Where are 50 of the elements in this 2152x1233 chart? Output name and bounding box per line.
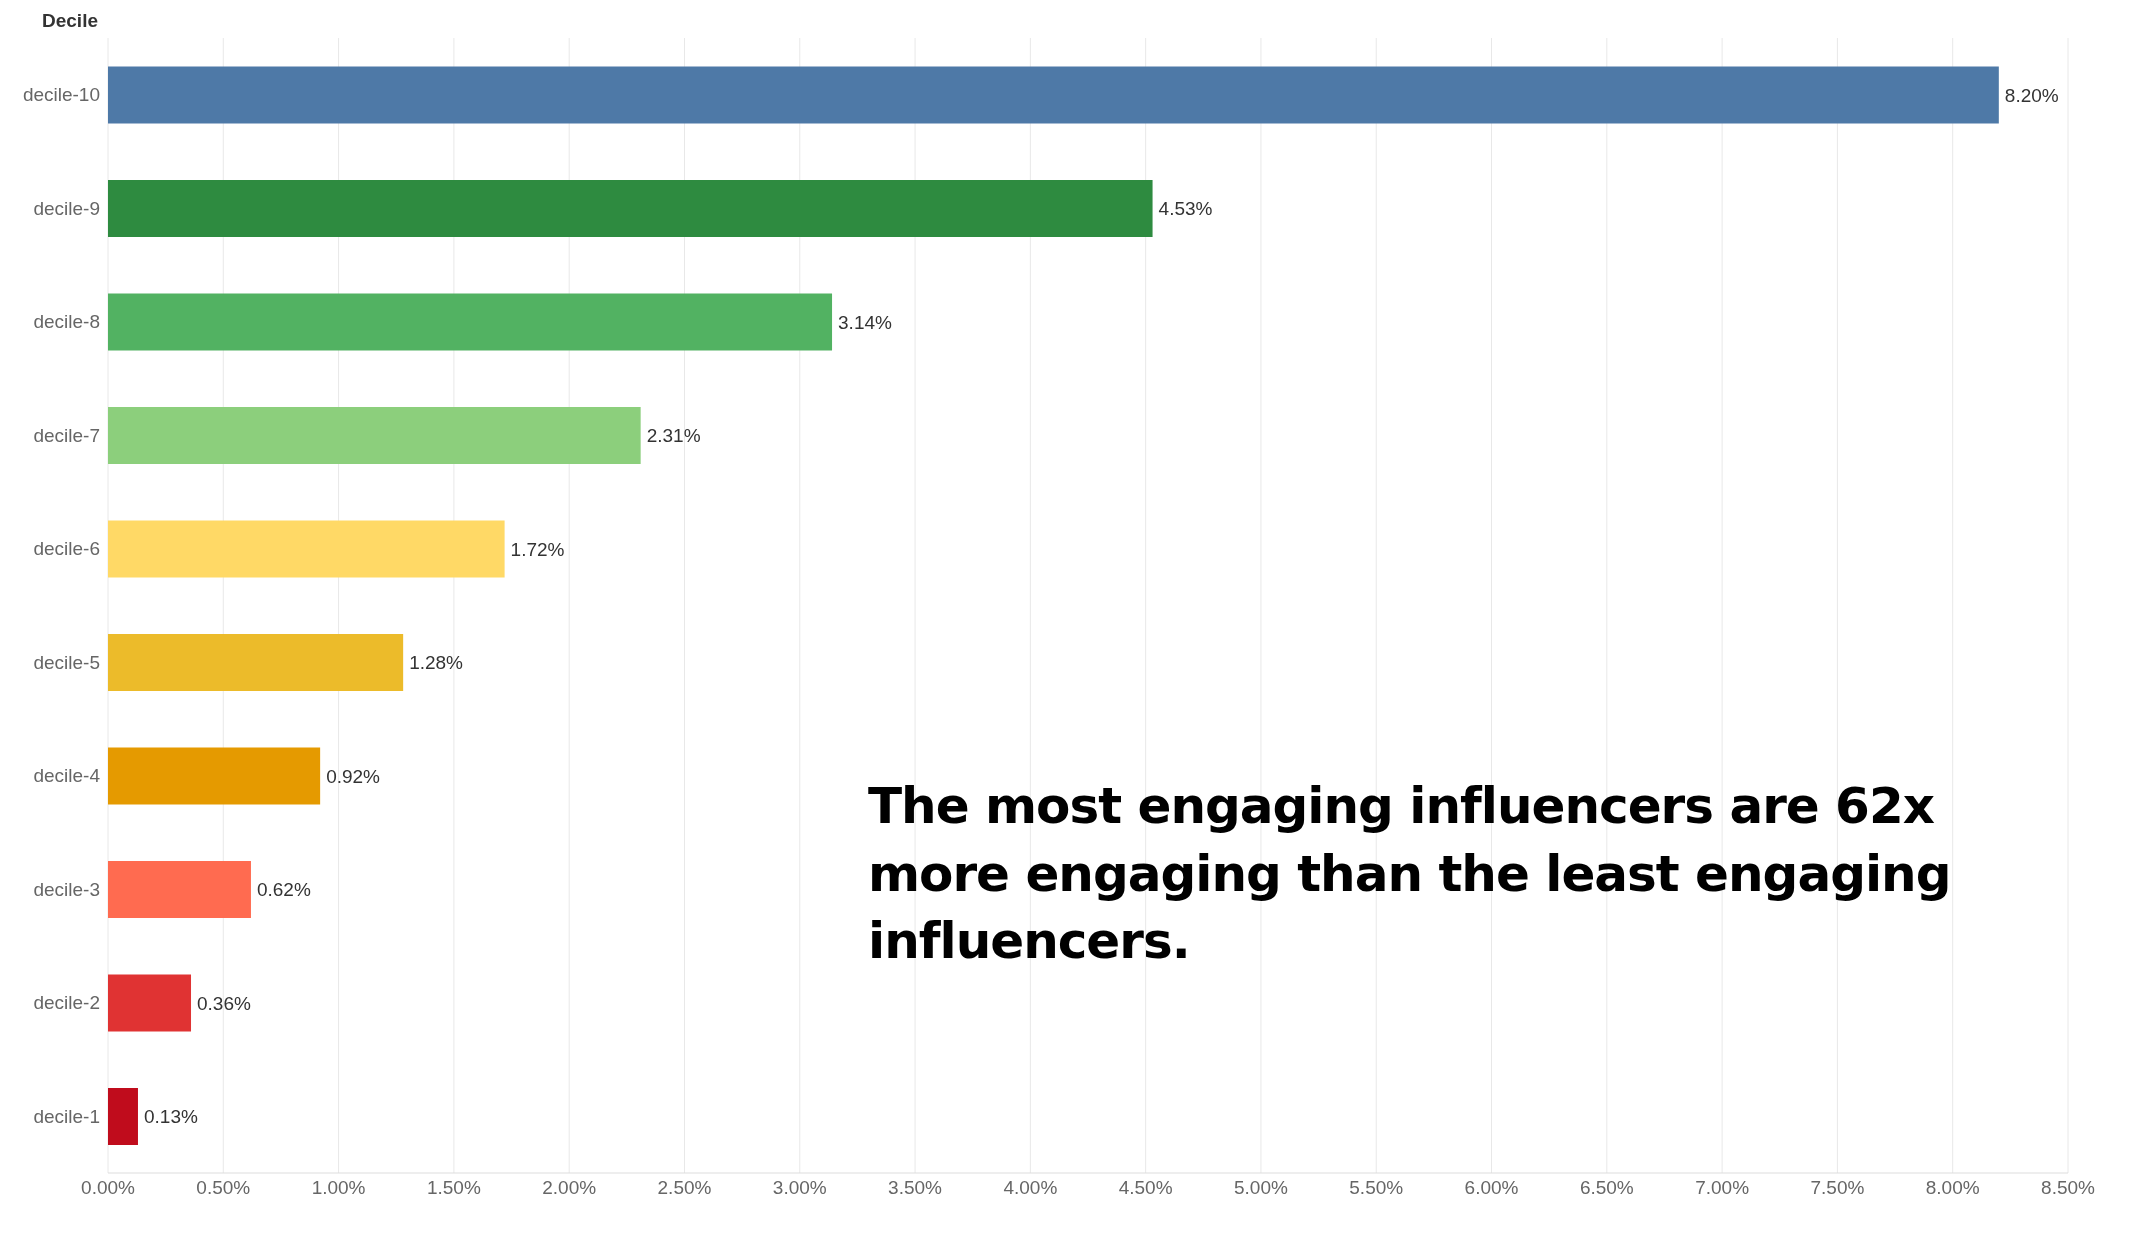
y-tick-label: decile-4 [33, 765, 101, 787]
y-tick-label: decile-8 [33, 311, 100, 333]
bar [108, 633, 404, 691]
y-tick-label: decile-6 [33, 538, 100, 560]
bar [108, 747, 321, 805]
x-tick-label: 8.00% [1925, 1177, 1980, 1199]
x-tick-label: 1.50% [426, 1177, 481, 1199]
x-tick-label: 7.50% [1810, 1177, 1865, 1199]
data-label: 1.72% [510, 538, 565, 560]
x-tick-label: 8.50% [2041, 1177, 2096, 1199]
data-label: 4.53% [1158, 198, 1213, 220]
x-tick-label: 6.50% [1579, 1177, 1634, 1199]
x-tick-label: 0.50% [196, 1177, 251, 1199]
y-tick-label: decile-3 [33, 878, 100, 900]
bar [108, 293, 833, 351]
y-tick-label: decile-9 [33, 197, 100, 219]
x-tick-label: 2.00% [542, 1177, 597, 1199]
annotation: The most engaging influencers are 62x more engaging than the least engaging influencers. [868, 776, 1952, 972]
bar [108, 974, 192, 1032]
y-tick-label: decile-1 [33, 1105, 100, 1127]
data-label: 1.28% [409, 652, 464, 674]
data-label: 0.92% [326, 765, 381, 787]
bar [108, 860, 251, 918]
x-tick-label: 5.50% [1349, 1177, 1404, 1199]
y-tick-label: decile-2 [33, 992, 100, 1014]
y-tick-label: decile-5 [33, 651, 100, 673]
x-tick-label: 6.00% [1464, 1177, 1519, 1199]
data-label: 8.20% [2004, 84, 2059, 106]
data-label: 0.13% [143, 1106, 198, 1128]
x-tick-label: 4.50% [1118, 1177, 1173, 1199]
data-label: 2.31% [646, 425, 701, 447]
x-tick-label: 1.00% [311, 1177, 366, 1199]
bar [108, 406, 641, 464]
bar [108, 520, 505, 578]
y-axis-title: Decile [42, 10, 98, 32]
x-tick-label: 0.00% [81, 1177, 136, 1199]
x-tick-label: 4.00% [1003, 1177, 1058, 1199]
y-tick-label: decile-10 [22, 84, 100, 106]
x-tick-label: 3.00% [772, 1177, 827, 1199]
data-label: 0.36% [197, 992, 251, 1014]
y-tick-label: decile-7 [33, 424, 100, 446]
x-tick-label: 7.00% [1695, 1177, 1750, 1199]
bar [108, 179, 1153, 237]
data-label: 0.62% [256, 879, 311, 901]
x-tick-label: 2.50% [657, 1177, 712, 1199]
bar [108, 66, 1999, 124]
bar [108, 1087, 138, 1145]
data-label: 3.14% [838, 311, 893, 333]
x-tick-label: 3.50% [888, 1177, 943, 1199]
x-tick-label: 5.00% [1234, 1177, 1288, 1199]
